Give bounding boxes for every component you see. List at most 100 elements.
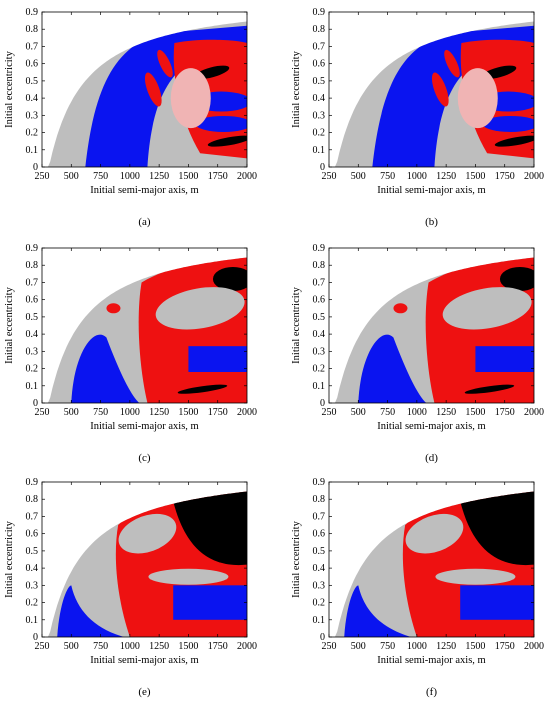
y-tick-label: 0.6 [313, 295, 326, 306]
region-red-island [393, 303, 408, 314]
y-tick-label: 0.9 [313, 243, 326, 254]
y-tick-label: 0.4 [313, 329, 326, 340]
x-tick-label: 500 [64, 641, 79, 652]
x-tick-label: 1000 [120, 641, 140, 652]
x-tick-label: 2000 [524, 641, 544, 652]
x-tick-label: 2000 [524, 171, 544, 182]
y-tick-label: 0.7 [313, 277, 326, 288]
x-axis-label: Initial semi-major axis, m [377, 655, 485, 666]
x-tick-label: 2000 [237, 641, 257, 652]
x-tick-label: 500 [351, 641, 366, 652]
region-black [207, 135, 247, 147]
y-tick-label: 0.4 [313, 563, 326, 574]
y-tick-label: 0.7 [26, 511, 39, 522]
panel-a: 250 500 750 1000 1250 1500 1750 2000 0 0.1 0.2 0.3 0… [0, 0, 263, 236]
region-gray-inner [405, 513, 464, 554]
y-tick-label: 0.4 [26, 93, 39, 104]
y-tick-label: 0.3 [26, 580, 39, 591]
region-pink [170, 68, 211, 129]
y-axis-label: Initial eccentricity [4, 50, 15, 127]
region-black [212, 267, 247, 291]
x-tick-label: 1500 [465, 171, 485, 182]
plot-f: 250 500 750 1000 1250 1500 1750 2000 0 0.1 0.2 0.3 0… [291, 477, 544, 698]
y-tick-label: 0.5 [313, 312, 326, 323]
y-tick-label: 0.5 [313, 76, 326, 87]
y-tick-label: 0.5 [26, 312, 39, 323]
plot-frame [41, 247, 248, 404]
region-gray-inner [155, 287, 245, 330]
x-tick-label: 1750 [208, 171, 228, 182]
y-tick-label: 0.4 [26, 329, 39, 340]
region-red-strip [144, 72, 162, 107]
y-tick-label: 0.7 [26, 41, 39, 52]
region-blue-left [344, 585, 411, 637]
x-axis-label: Initial semi-major axis, m [377, 421, 485, 432]
y-tick-label: 0.5 [26, 76, 39, 87]
plot-e: 250 500 750 1000 1250 1500 1750 2000 0 0.1 0.2 0.3 0… [4, 477, 257, 698]
panel-caption: (c) [138, 452, 151, 464]
x-axis-label: Initial semi-major axis, m [90, 655, 198, 666]
plot-a: 250 500 750 1000 1250 1500 1750 2000 0 0.1 0.2 0.3 0… [4, 7, 257, 228]
panel-c: 250 500 750 1000 1250 1500 1750 2000 0 0.1 0.2 0.3 0… [0, 236, 263, 472]
x-tick-label: 1250 [149, 641, 169, 652]
heatmap-region [47, 257, 247, 403]
y-tick-label: 0.7 [313, 41, 326, 52]
x-tick-label: 250 [35, 407, 50, 418]
y-tick-label: 0.9 [26, 7, 39, 18]
region-gray-inner [435, 568, 516, 585]
x-tick-label: 750 [380, 407, 395, 418]
x-tick-label: 1750 [208, 407, 228, 418]
plot-frame [328, 247, 535, 404]
region-black [457, 491, 534, 566]
y-tick-label: 0.9 [313, 7, 326, 18]
y-tick-label: 0.7 [313, 511, 326, 522]
y-tick-label: 0 [33, 632, 38, 643]
y-tick-label: 0.2 [26, 598, 39, 609]
region-black [170, 491, 247, 566]
y-tick-label: 0.1 [313, 381, 326, 392]
panel-e: 250 500 750 1000 1250 1500 1750 2000 0 0.1 0.2 0.3 0… [0, 470, 263, 706]
region-black [499, 267, 534, 291]
y-axis-label: Initial eccentricity [4, 286, 15, 363]
y-tick-label: 0.1 [26, 145, 39, 156]
y-tick-label: 0.2 [313, 598, 326, 609]
panel-f: 250 500 750 1000 1250 1500 1750 2000 0 0.1 0.2 0.3 0… [287, 470, 550, 706]
panel-b: 250 500 750 1000 1250 1500 1750 2000 0 0.1 0.2 0.3 0… [287, 0, 550, 236]
region-black [415, 503, 430, 513]
y-tick-label: 0.6 [26, 59, 39, 70]
x-tick-label: 750 [93, 407, 108, 418]
x-tick-label: 1500 [178, 641, 198, 652]
x-axis-label: Initial semi-major axis, m [90, 421, 198, 432]
heatmap-region [334, 21, 534, 167]
y-tick-label: 0.9 [26, 243, 39, 254]
y-tick-label: 0.2 [313, 364, 326, 375]
region-red-island [106, 303, 121, 314]
y-tick-label: 0 [33, 398, 38, 409]
x-tick-label: 1250 [436, 171, 456, 182]
y-tick-label: 0 [320, 398, 325, 409]
y-tick-label: 0.6 [313, 59, 326, 70]
y-tick-label: 0.6 [26, 529, 39, 540]
y-tick-label: 0 [33, 162, 38, 173]
region-blue-left [57, 585, 124, 637]
x-tick-label: 1250 [436, 407, 456, 418]
y-tick-label: 0.5 [313, 546, 326, 557]
x-tick-label: 250 [35, 171, 50, 182]
heatmap-region [47, 491, 247, 637]
region-blue-arc [85, 25, 247, 167]
y-tick-label: 0.2 [26, 364, 39, 375]
x-tick-label: 1500 [178, 171, 198, 182]
region-blue-arc [372, 25, 534, 167]
x-tick-label: 750 [93, 171, 108, 182]
y-tick-label: 0.8 [26, 494, 39, 505]
x-axis-label: Initial semi-major axis, m [377, 185, 485, 196]
region-black [177, 384, 228, 394]
x-tick-label: 1250 [436, 641, 456, 652]
x-tick-label: 250 [322, 171, 337, 182]
region-blue-band [475, 346, 534, 372]
y-tick-label: 0.8 [313, 494, 326, 505]
y-tick-label: 0.9 [313, 477, 326, 488]
heatmap-region [334, 491, 534, 637]
plot-frame [328, 11, 535, 168]
x-tick-label: 2000 [237, 407, 257, 418]
